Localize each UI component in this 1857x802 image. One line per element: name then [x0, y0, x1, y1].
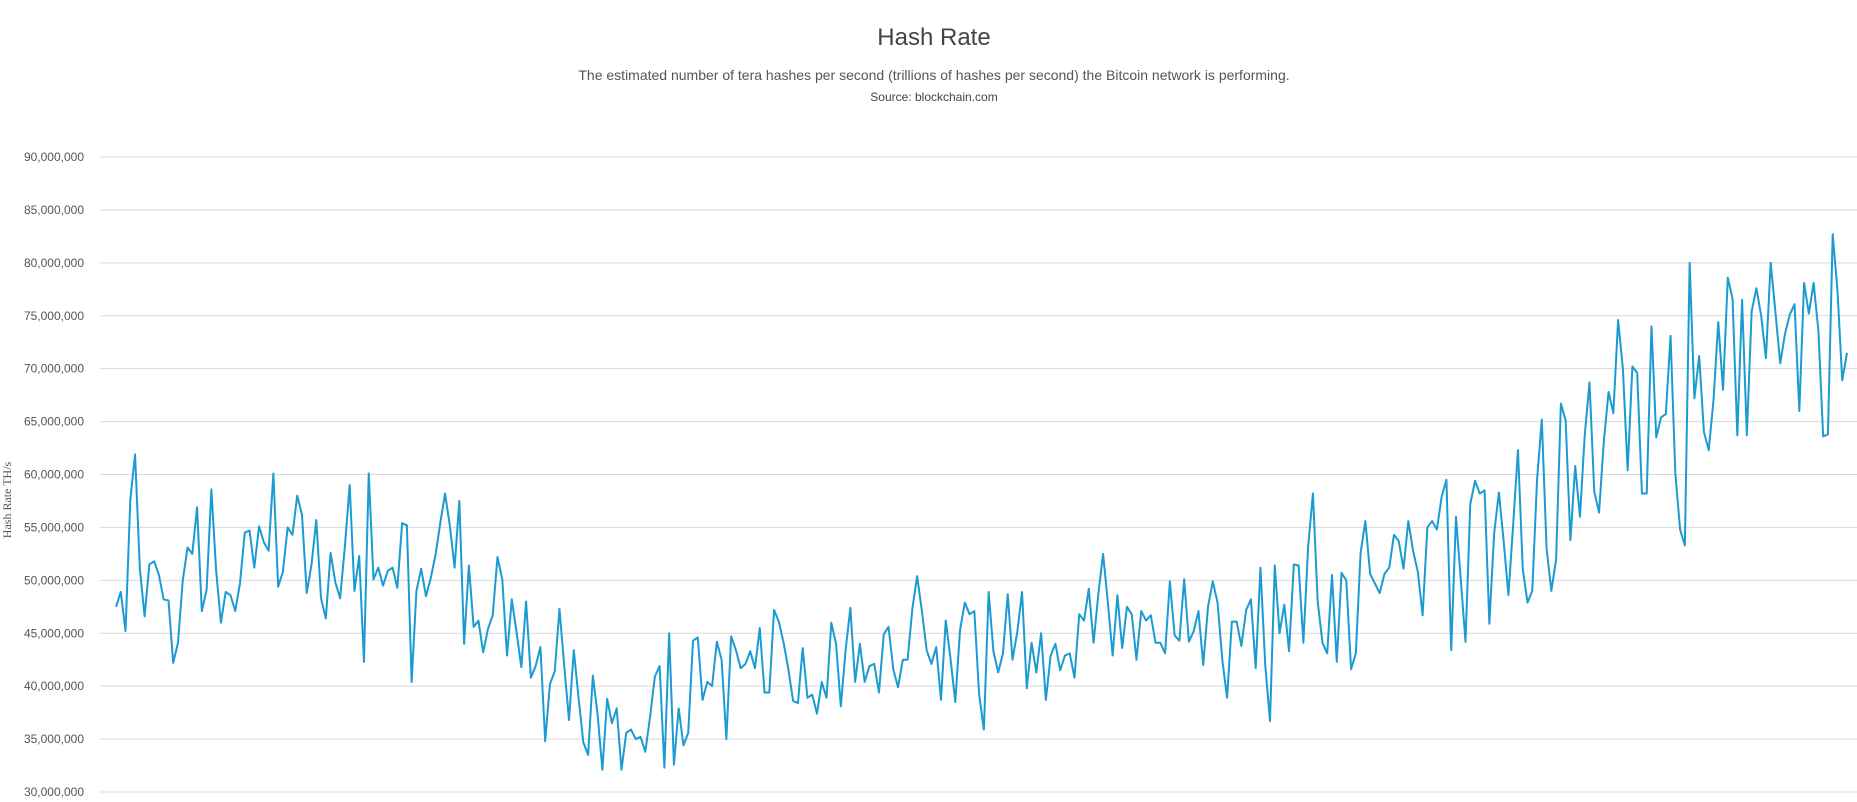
- y-tick-label: 90,000,000: [24, 150, 84, 164]
- grid-lines: [100, 156, 1857, 793]
- hash-rate-series-line: [115, 233, 1848, 771]
- chart-subtitle: The estimated number of tera hashes per …: [578, 67, 1290, 83]
- y-tick-label: 80,000,000: [24, 256, 84, 270]
- y-tick-label: 60,000,000: [24, 468, 84, 482]
- chart-title: Hash Rate: [877, 24, 991, 51]
- y-tick-label: 45,000,000: [24, 626, 84, 640]
- y-tick-label: 35,000,000: [24, 732, 84, 746]
- y-tick-label: 55,000,000: [24, 520, 84, 534]
- y-tick-label: 75,000,000: [24, 309, 84, 323]
- y-tick-label: 50,000,000: [24, 573, 84, 587]
- y-tick-label: 30,000,000: [24, 785, 84, 799]
- y-axis-label: Hash Rate TH/s: [0, 461, 14, 538]
- y-axis-tick-labels: 30,000,000 35,000,000 40,000,000 45,000,000…: [24, 150, 84, 799]
- y-tick-label: 65,000,000: [24, 415, 84, 429]
- y-tick-label: 40,000,000: [24, 679, 84, 693]
- y-tick-label: 70,000,000: [24, 362, 84, 376]
- chart-source: Source: blockchain.com: [870, 90, 998, 104]
- y-tick-label: 85,000,000: [24, 203, 84, 217]
